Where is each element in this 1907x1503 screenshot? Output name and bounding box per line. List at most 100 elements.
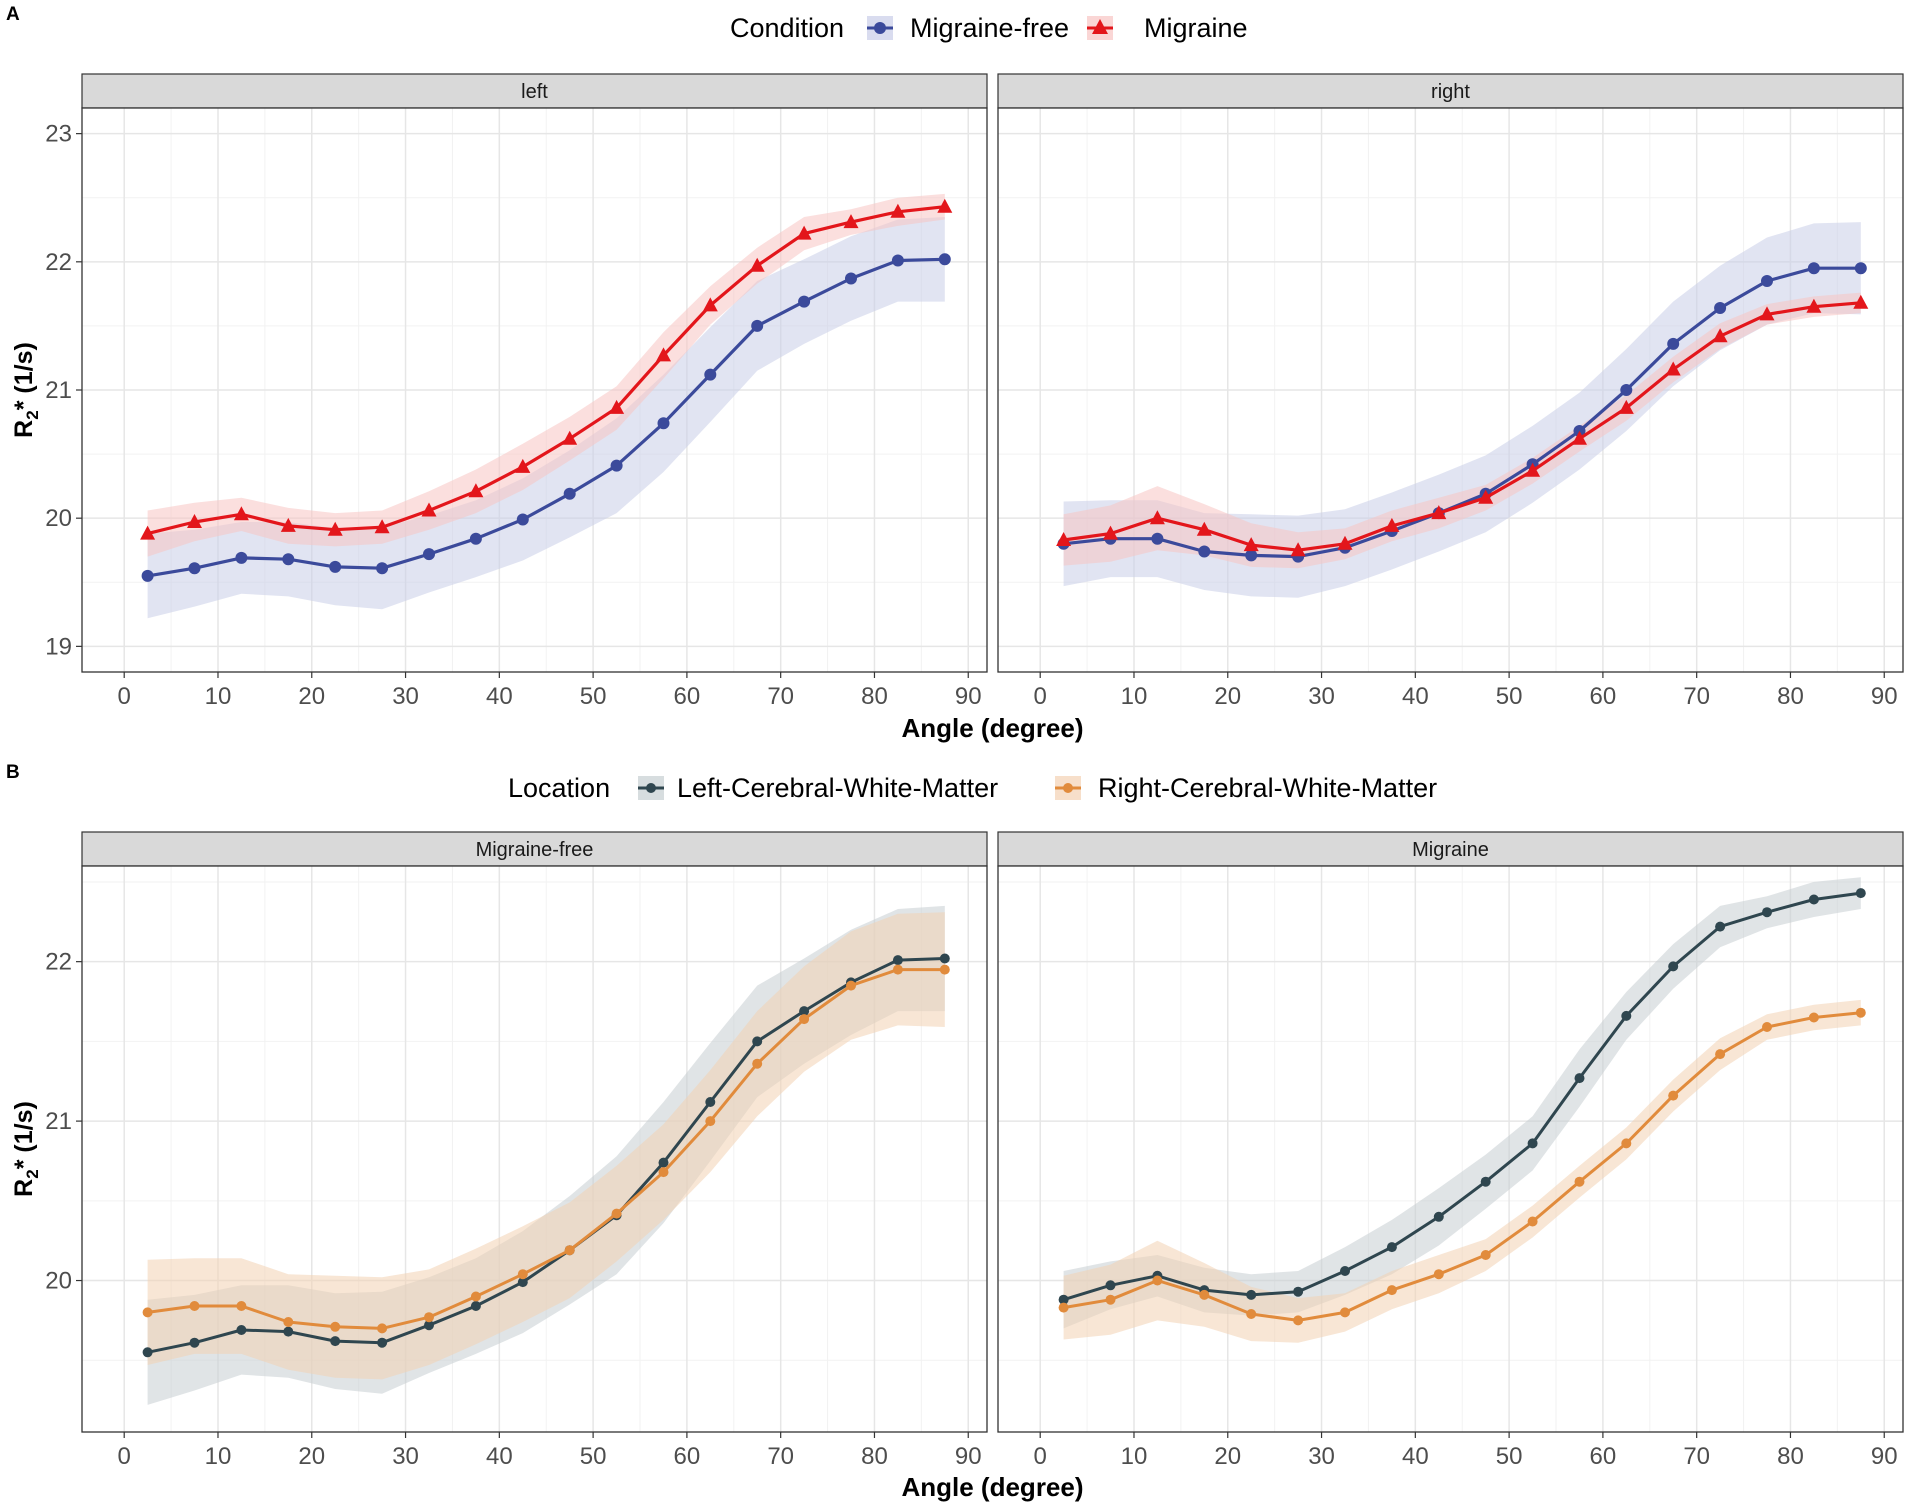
data-point (329, 560, 342, 573)
x-tick-label: 80 (861, 683, 888, 710)
legend-label: Right-Cerebral-White-Matter (1098, 773, 1437, 803)
x-tick-label: 50 (580, 683, 607, 710)
data-point (1855, 1007, 1866, 1018)
data-point (423, 548, 435, 561)
data-point-triangle (1665, 361, 1681, 376)
series-line (1063, 1011, 1861, 1322)
x-tick-label: 70 (1683, 683, 1710, 710)
data-point (1668, 961, 1679, 972)
facet-panel: Migraine 0 10 20 30 40 50 60 70 80 90 (997, 831, 1904, 1470)
legend-title: Location (508, 773, 610, 803)
data-point (1480, 1250, 1491, 1260)
data-point (657, 417, 670, 430)
data-point (1808, 1012, 1819, 1023)
x-tick-label: 50 (1496, 1443, 1523, 1470)
data-point-triangle (656, 347, 671, 362)
y-axis-label-subscript: 2 (23, 410, 42, 419)
x-tick-label: 40 (1402, 683, 1429, 710)
panel-a-letter: A (6, 4, 20, 25)
data-point (846, 980, 856, 991)
x-tick-label: 0 (118, 1443, 131, 1470)
data-point-triangle (749, 257, 765, 272)
data-point-triangle (1243, 537, 1259, 552)
data-point (1621, 1138, 1632, 1149)
data-point (236, 1325, 247, 1335)
x-tick-label: 70 (767, 1443, 794, 1470)
data-point (516, 513, 529, 526)
confidence-band (1063, 877, 1861, 1329)
data-point-triangle (843, 214, 859, 229)
x-tick-label: 0 (1034, 1443, 1047, 1470)
x-tick-label: 80 (861, 1443, 888, 1470)
data-point (1246, 1309, 1257, 1319)
data-point (424, 1312, 434, 1323)
data-point (141, 569, 154, 582)
data-point (752, 1036, 763, 1047)
facet-panel: right 0 10 20 30 40 50 60 70 80 90 (997, 73, 1904, 710)
panel-b-letter: B (6, 762, 20, 783)
data-point (1715, 921, 1726, 932)
data-point (751, 319, 764, 332)
x-tick-label: 20 (298, 1443, 325, 1470)
data-point (470, 1301, 481, 1311)
data-point (376, 562, 389, 575)
x-tick-label: 40 (1402, 1443, 1429, 1470)
data-point (1105, 1294, 1116, 1305)
data-point (845, 272, 857, 285)
data-point (1245, 549, 1258, 562)
series-line (1063, 266, 1861, 559)
legend-item: Right-Cerebral-White-Matter (1055, 773, 1437, 803)
data-point (1386, 1242, 1397, 1253)
x-tick-label: 10 (1121, 683, 1148, 710)
x-tick-label: 0 (118, 683, 131, 710)
x-axis-label: Angle (degree) (901, 1472, 1083, 1502)
data-point-triangle (1196, 521, 1212, 536)
data-point-triangle (468, 483, 484, 498)
data-point-triangle (1337, 535, 1353, 550)
data-point (1620, 384, 1633, 396)
plot-border (997, 107, 1904, 673)
y-tick-label: 21 (45, 1108, 72, 1135)
data-point (1761, 275, 1773, 287)
data-point-triangle (890, 203, 906, 218)
y-tick-label: 20 (45, 505, 72, 532)
data-point (1246, 1289, 1257, 1300)
data-point-triangle (609, 399, 625, 414)
series-line (1063, 891, 1862, 1302)
data-point (1058, 1294, 1069, 1305)
data-point (1574, 1073, 1585, 1084)
legend-title: Condition (730, 13, 844, 43)
data-point-triangle (1618, 399, 1634, 414)
x-tick-label: 30 (392, 683, 419, 710)
legend-label: Migraine (1144, 13, 1248, 43)
data-point (798, 295, 811, 308)
confidence-band (1063, 292, 1861, 569)
data-point-triangle (1572, 430, 1587, 445)
data-point (1198, 545, 1211, 558)
data-point (1808, 894, 1819, 905)
data-point-triangle (327, 521, 343, 536)
data-point-triangle (937, 198, 953, 213)
data-point (1340, 1266, 1350, 1276)
legend-key-circle-marker (1063, 783, 1073, 793)
data-point (705, 1116, 716, 1127)
data-point (1714, 302, 1727, 314)
data-point (377, 1337, 388, 1348)
facet-strip (81, 831, 988, 867)
data-point (1433, 1269, 1444, 1280)
data-point-triangle (280, 517, 296, 532)
x-tick-label: 40 (486, 1443, 513, 1470)
data-point (189, 1301, 200, 1311)
data-point (517, 1269, 528, 1280)
series-line (147, 957, 945, 1354)
data-point-triangle (562, 430, 578, 445)
x-tick-label: 20 (298, 683, 325, 710)
facet-strip-label: right (1431, 81, 1470, 103)
series-line (147, 205, 945, 536)
x-axis-label: Angle (degree) (901, 713, 1083, 743)
series-line (147, 968, 945, 1330)
facet-strip (997, 831, 1904, 867)
data-point (752, 1058, 763, 1069)
data-point (1762, 907, 1772, 918)
data-point (611, 1208, 622, 1219)
